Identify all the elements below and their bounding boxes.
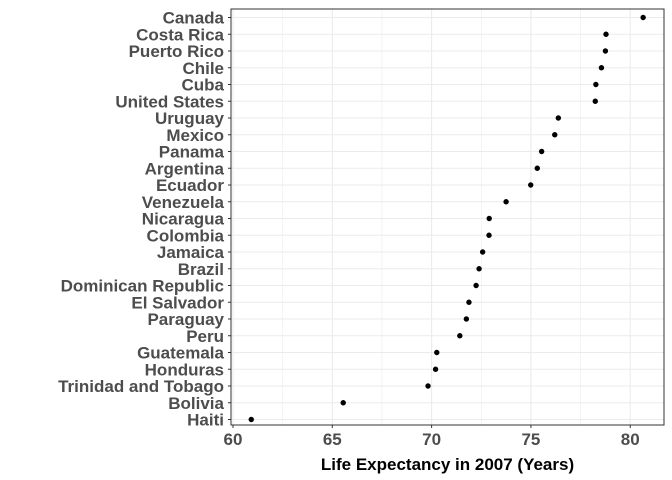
data-point [640,14,646,21]
y-tick-label: Dominican Republic [61,277,224,296]
x-tick-label: 65 [323,430,342,449]
y-tick-label: El Salvador [131,293,224,312]
y-tick-label: Costa Rica [136,25,224,44]
data-point [552,132,558,138]
data-point [593,81,599,88]
y-tick-label: Nicaragua [142,210,225,229]
y-tick-label: Haiti [187,411,224,430]
y-tick-label: Venezuela [142,193,225,212]
data-point [592,98,598,104]
data-point [598,65,605,71]
data-point [603,31,609,37]
y-tick-label: Peru [186,327,224,346]
data-point [248,416,254,423]
y-tick-label: Honduras [145,360,224,379]
data-point [538,148,545,155]
y-tick-label: Uruguay [155,109,225,128]
y-tick-label: Trinidad and Tobago [58,377,224,396]
data-point [479,249,486,255]
y-tick-label: Mexico [166,126,224,145]
data-point [473,282,479,289]
data-point [534,165,540,171]
x-tick-label: 60 [224,430,243,449]
data-point [486,215,492,222]
y-tick-label: Bolivia [168,394,224,413]
y-tick-label: Canada [163,9,225,28]
panel-border [230,8,665,426]
x-axis-label: Life Expectancy in 2007 (Years) [321,455,574,474]
data-points [248,14,646,423]
y-tick-label: Chile [182,59,224,78]
grid-lines [231,9,664,425]
data-point [555,115,562,121]
x-tick-label: 75 [521,430,540,449]
data-point [503,199,509,205]
y-tick-label: Panama [159,143,225,162]
x-axis-tick-labels: 60 65 70 75 80 [224,425,640,449]
y-tick-label: Brazil [178,260,224,279]
data-point [466,299,472,305]
data-point [463,316,470,322]
y-tick-label: Paraguay [147,310,224,329]
data-point [425,383,431,389]
data-point [340,400,346,406]
data-point [476,266,482,272]
data-point [432,366,439,372]
y-tick-label: Colombia [147,226,225,245]
y-tick-label: Guatemala [137,344,224,363]
x-tick-label: 80 [621,430,640,449]
y-tick-label: Cuba [182,76,225,95]
data-point [434,349,440,356]
x-tick-label: 70 [422,430,441,449]
y-tick-label: Jamaica [157,243,225,262]
data-point [457,333,463,339]
y-tick-label: Argentina [145,159,225,178]
data-point [486,232,492,238]
y-tick-label: United States [115,92,224,111]
y-tick-label: Puerto Rico [129,42,224,61]
data-point [528,182,534,188]
data-point [602,48,609,54]
y-tick-label: Ecuador [156,176,224,195]
